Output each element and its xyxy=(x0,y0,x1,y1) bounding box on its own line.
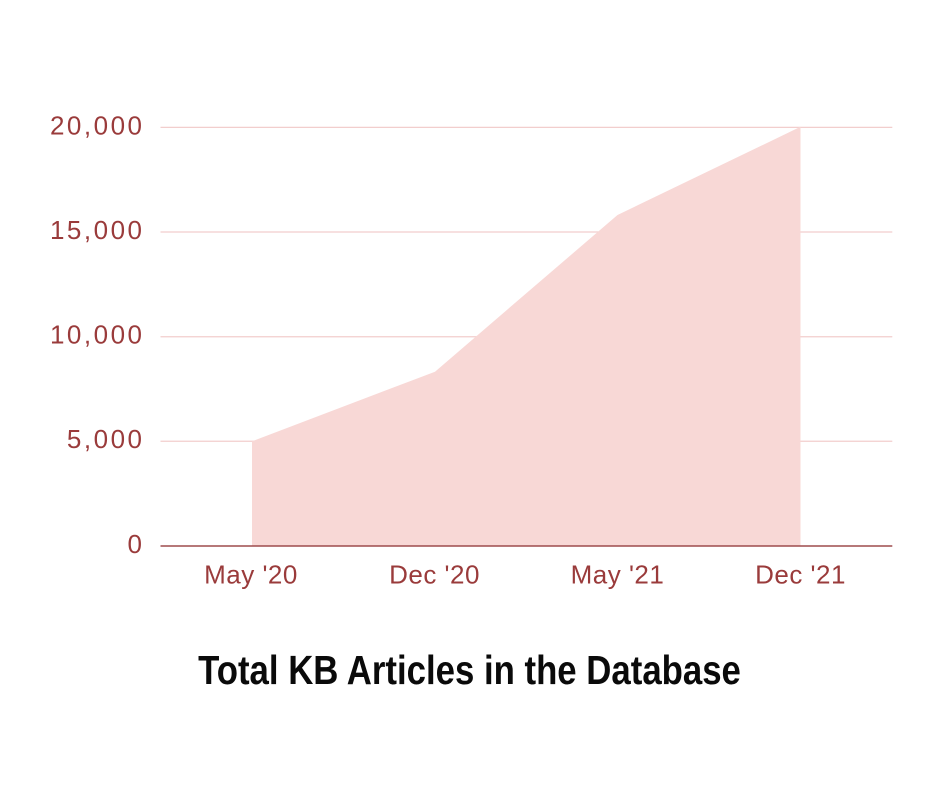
svg-text:10,000: 10,000 xyxy=(50,320,145,350)
svg-text:15,000: 15,000 xyxy=(50,215,145,245)
svg-text:May '20: May '20 xyxy=(204,560,298,590)
svg-text:Total KB Articles in the Datab: Total KB Articles in the Database xyxy=(198,647,741,693)
svg-text:May '21: May '21 xyxy=(571,560,665,590)
svg-text:Dec '21: Dec '21 xyxy=(755,560,846,590)
svg-text:0: 0 xyxy=(128,529,145,559)
svg-text:Dec '20: Dec '20 xyxy=(389,560,480,590)
svg-text:5,000: 5,000 xyxy=(67,424,145,454)
svg-text:20,000: 20,000 xyxy=(50,110,145,140)
